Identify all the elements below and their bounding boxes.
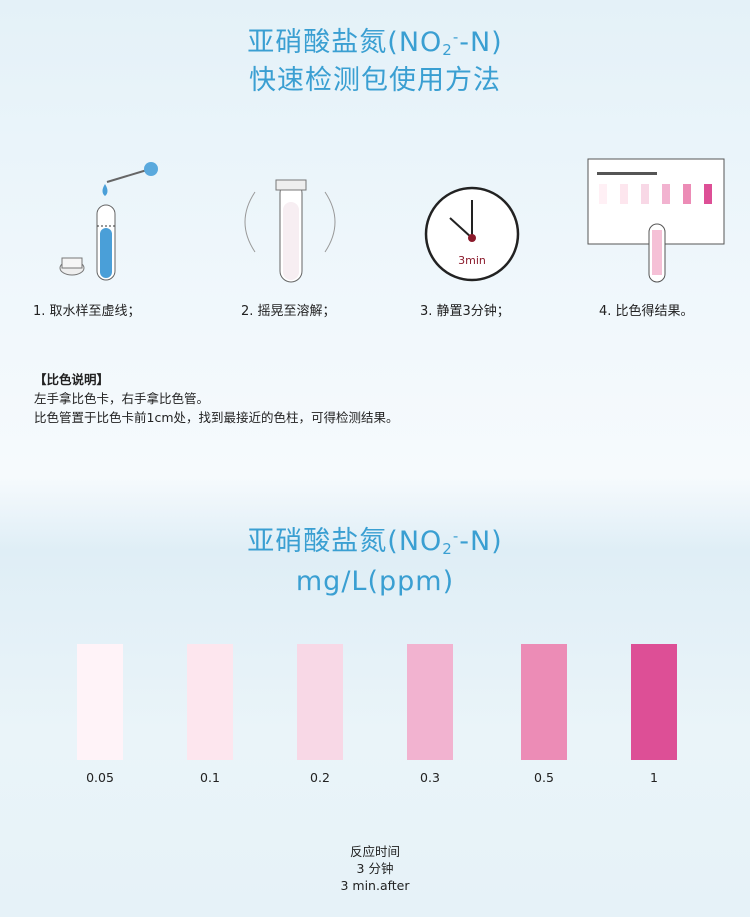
swatch-label: 0.1 (200, 770, 220, 785)
scale-title-suffix: -N) (459, 526, 503, 557)
clock-text: 3min (458, 254, 486, 267)
title-suffix: -N) (459, 27, 503, 58)
color-swatch (187, 644, 233, 760)
color-swatch (297, 644, 343, 760)
color-card-compare-icon (587, 158, 725, 283)
reaction-time-en: 3 min.after (340, 878, 410, 893)
notes-heading: 【比色说明】 (34, 372, 110, 387)
swatch-label: 0.3 (420, 770, 440, 785)
swatch-label: 0.2 (310, 770, 330, 785)
step-4-label: 4. 比色得结果。 (599, 304, 694, 319)
color-swatch (521, 644, 567, 760)
shaking-tube-icon (244, 179, 336, 283)
step-2-label: 2. 摇晃至溶解； (241, 304, 336, 319)
step-3-label: 3. 静置3分钟； (420, 304, 510, 319)
reaction-time-cn: 3 分钟 (356, 861, 394, 876)
color-swatch (631, 644, 677, 760)
page-subtitle: 快速检测包使用方法 (249, 65, 501, 96)
page-title: 亚硝酸盐氮(NO2--N) (0, 26, 750, 59)
clock-icon: 3min (424, 186, 520, 282)
scale-title: 亚硝酸盐氮(NO2--N) (0, 525, 750, 558)
step-1-label: 1. 取水样至虚线； (33, 304, 141, 319)
title-sub: 2 (442, 41, 453, 59)
notes-line: 左手拿比色卡，右手拿比色管。 (34, 391, 210, 406)
color-swatch (407, 644, 453, 760)
color-swatch (77, 644, 123, 760)
scale-title-sub: 2 (442, 540, 453, 558)
color-comparison-notes: 【比色说明】 左手拿比色卡，右手拿比色管。 比色管置于比色卡前1cm处，找到最接… (34, 370, 399, 427)
title-sup: - (452, 28, 460, 46)
reaction-time-label: 反应时间 (349, 844, 400, 859)
notes-line: 比色管置于比色卡前1cm处，找到最接近的色柱，可得检测结果。 (34, 410, 399, 425)
swatch-label: 1 (650, 770, 658, 785)
reaction-time: 反应时间 3 分钟 3 min.after (0, 843, 750, 894)
title-text: 亚硝酸盐氮(NO (247, 27, 443, 58)
swatch-label: 0.5 (534, 770, 554, 785)
swatch-label: 0.05 (86, 770, 114, 785)
scale-title-text: 亚硝酸盐氮(NO (247, 526, 443, 557)
test-tube-dropper-icon (59, 162, 158, 281)
scale-title-sup: - (452, 527, 460, 545)
scale-unit: mg/L(ppm) (295, 566, 455, 597)
